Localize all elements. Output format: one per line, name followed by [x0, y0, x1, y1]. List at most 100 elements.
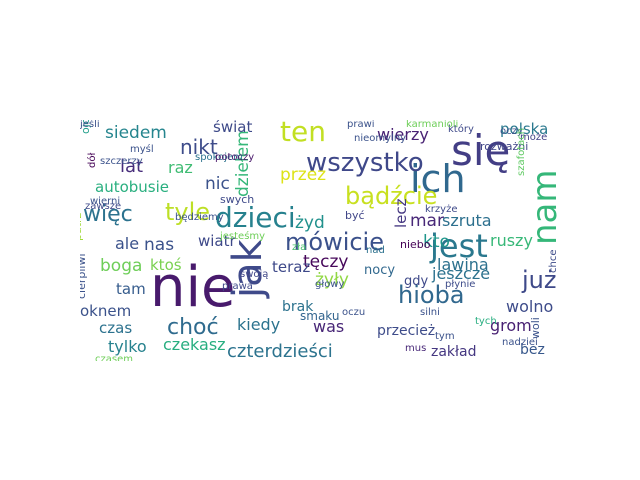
cloud-word: tam	[116, 280, 146, 298]
cloud-word: bez	[520, 342, 545, 358]
cloud-word: kto	[423, 232, 450, 252]
cloud-word: raz	[168, 158, 193, 177]
cloud-word: ale	[115, 234, 140, 253]
cloud-word: ruszy	[490, 231, 533, 250]
cloud-word: się	[451, 126, 511, 175]
cloud-word: bądźcie	[345, 182, 438, 210]
cloud-word: dzieci	[215, 201, 296, 234]
cloud-word: przez	[280, 165, 327, 185]
cloud-word: tyle	[165, 198, 211, 226]
cloud-word: boga	[100, 256, 143, 276]
cloud-word: autobusie	[95, 178, 169, 196]
cloud-word: silni	[420, 307, 440, 318]
cloud-word: hioba	[398, 281, 465, 309]
cloud-word: wiatr	[198, 232, 236, 250]
cloud-word: cierpliwi	[80, 253, 88, 299]
cloud-word: mar	[410, 211, 444, 231]
word-cloud: nie się ich wszystko dzieci ten jak jest hioba ty…	[80, 120, 561, 361]
cloud-word: nic	[205, 174, 230, 194]
cloud-word: choć	[167, 315, 219, 340]
cloud-word: tylko	[108, 337, 147, 356]
cloud-word: nie	[150, 255, 236, 320]
cloud-word: dół	[87, 152, 98, 168]
cloud-word: woli	[529, 317, 542, 339]
cloud-word: swych	[220, 193, 255, 206]
cloud-word: lecz	[392, 198, 410, 228]
cloud-word: ich	[410, 157, 466, 201]
cloud-word: myśl	[130, 144, 154, 155]
cloud-word: czterdzieści	[227, 341, 333, 361]
cloud-word: prawa	[222, 281, 253, 292]
cloud-word: więc	[83, 202, 133, 227]
cloud-word: siedem	[105, 123, 167, 143]
cloud-word: krzyże	[425, 204, 458, 215]
cloud-word: oczu	[342, 307, 366, 318]
cloud-word: przecież	[377, 323, 436, 339]
cloud-word: wolno	[506, 297, 554, 316]
cloud-word: karmanioli	[406, 120, 459, 130]
cloud-word: was	[313, 317, 345, 336]
cloud-word: ten	[280, 120, 326, 148]
cloud-word: nadziei	[502, 337, 538, 348]
cloud-word: świat	[213, 120, 253, 136]
cloud-word: swoją	[240, 269, 269, 280]
cloud-word: tęczy	[303, 252, 349, 272]
cloud-word: nas	[144, 235, 175, 255]
cloud-word: szruta	[442, 211, 492, 230]
cloud-word: patrz	[80, 212, 84, 241]
cloud-word: niebo	[400, 238, 431, 251]
cloud-word: gdy	[404, 274, 429, 289]
cloud-word: być	[345, 209, 365, 222]
cloud-word: nikt	[180, 135, 218, 159]
cloud-word: nieomylny	[354, 133, 407, 144]
cloud-word: mówicie	[285, 228, 384, 256]
cloud-word: lawina	[437, 255, 489, 274]
cloud-word: potoczy	[215, 152, 255, 163]
cloud-word: prawi	[347, 120, 375, 130]
cloud-word: teraz	[272, 258, 311, 276]
cloud-word: tym	[435, 331, 455, 342]
cloud-word: wszystko	[306, 148, 424, 178]
cloud-word: smaku	[300, 309, 340, 323]
cloud-word: jesteśmy	[220, 231, 266, 242]
cloud-word: tych	[475, 316, 497, 327]
cloud-word: nad	[366, 245, 385, 256]
cloud-word: zakład	[431, 344, 477, 360]
cloud-word: polska	[500, 120, 549, 138]
cloud-word: kiedy	[237, 315, 281, 334]
cloud-word: nam	[525, 169, 561, 245]
cloud-word: wierzy	[377, 125, 429, 144]
cloud-word: spokojem	[195, 152, 243, 163]
cloud-word: czekasz	[163, 335, 226, 354]
cloud-word: mus	[405, 343, 427, 354]
cloud-word: czasem	[95, 354, 133, 362]
cloud-word: grom	[490, 316, 532, 335]
cloud-word: będziemy	[175, 212, 224, 223]
cloud-word: który	[448, 124, 474, 135]
cloud-word: lat	[120, 156, 144, 177]
cloud-word: brak	[282, 299, 314, 315]
cloud-word: ktoś	[150, 256, 182, 274]
cloud-word: żyły	[315, 270, 349, 290]
cloud-word: jeśli	[80, 120, 100, 130]
cloud-word: czas	[99, 319, 133, 337]
cloud-word: jest	[430, 227, 488, 265]
cloud-word: zawsze	[85, 201, 122, 212]
cloud-word: nocy	[364, 263, 396, 278]
cloud-word: szafotach	[516, 127, 527, 176]
cloud-word: chce	[548, 249, 559, 274]
cloud-word: dziełem	[233, 130, 253, 197]
cloud-word: już	[522, 266, 557, 294]
cloud-word: wierni	[90, 196, 121, 207]
cloud-word: szczerzy	[100, 156, 143, 167]
cloud-word: rozważni	[480, 140, 529, 153]
cloud-word: głowy	[315, 279, 345, 290]
cloud-word: oczy	[500, 126, 523, 137]
cloud-word: oknem	[80, 302, 132, 320]
cloud-word: płynie	[445, 279, 476, 290]
cloud-word: zła	[292, 242, 307, 253]
cloud-word: jeszcze	[432, 264, 491, 283]
cloud-word: żyd	[295, 213, 325, 233]
cloud-word: może	[520, 132, 548, 143]
